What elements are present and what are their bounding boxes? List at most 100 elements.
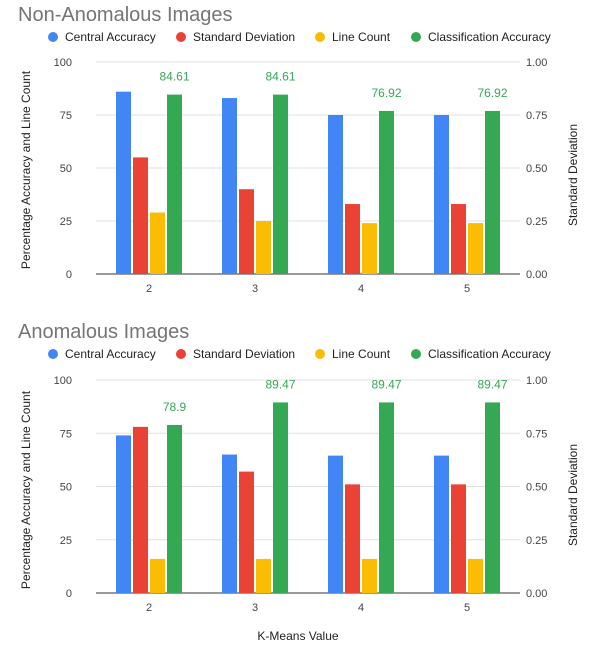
bar-line-count-k3[interactable] (256, 221, 271, 274)
bar-line-count-k5[interactable] (468, 558, 483, 593)
y-tick-label: 50 (60, 163, 72, 175)
legend-label: Classification Accuracy (428, 347, 551, 361)
legend-item-central-accuracy[interactable]: Central Accuracy (48, 347, 156, 361)
bar-central-accuracy-k5[interactable] (434, 115, 449, 274)
bar-standard-deviation-k3[interactable] (239, 189, 254, 274)
y-tick-label: 0 (66, 588, 72, 600)
legend-swatch (176, 349, 186, 359)
x-axis-ticks: 2 3 4 5 (146, 602, 470, 614)
bar-line-count-k3[interactable] (256, 558, 271, 593)
bar-line-count-k4[interactable] (362, 558, 377, 593)
data-label-classification-accuracy-k3: 89.47 (265, 377, 295, 391)
bar-classification-accuracy-k4[interactable] (379, 110, 394, 275)
bar-central-accuracy-k4[interactable] (328, 455, 343, 593)
bar-central-accuracy-k5[interactable] (434, 455, 449, 593)
bar-central-accuracy-k4[interactable] (328, 115, 343, 274)
legend: Central Accuracy Standard Deviation Line… (48, 347, 551, 361)
x-tick-label: 2 (146, 602, 152, 614)
data-label-classification-accuracy-k4: 89.47 (371, 377, 401, 391)
legend-item-standard-deviation[interactable]: Standard Deviation (176, 347, 295, 361)
x-tick-label: 2 (146, 283, 152, 295)
legend-swatch (411, 32, 421, 42)
bar-central-accuracy-k3[interactable] (222, 98, 237, 274)
y2-tick-label: 0.50 (526, 482, 547, 494)
y2-tick-label: 0.75 (526, 110, 547, 122)
y2-axis-title: Standard Deviation (566, 124, 580, 226)
x-tick-label: 4 (358, 283, 364, 295)
chart-non-anomalous: Non-Anomalous Images Central Accuracy St… (18, 4, 580, 295)
legend-item-central-accuracy[interactable]: Central Accuracy (48, 30, 156, 44)
bar-classification-accuracy-k3[interactable] (273, 402, 288, 593)
legend-item-line-count[interactable]: Line Count (315, 30, 391, 44)
bar-standard-deviation-k2[interactable] (133, 157, 148, 274)
y-axis-title: Percentage Accuracy and Line Count (19, 390, 33, 589)
legend-label: Line Count (332, 30, 391, 44)
bar-classification-accuracy-k3[interactable] (273, 94, 288, 274)
y-tick-label: 25 (60, 535, 72, 547)
x-tick-label: 3 (252, 283, 258, 295)
legend-item-classification-accuracy[interactable]: Classification Accuracy (411, 30, 551, 44)
y-axis-title: Percentage Accuracy and Line Count (19, 70, 33, 269)
legend-swatch (315, 32, 325, 42)
bar-standard-deviation-k5[interactable] (451, 484, 466, 593)
x-tick-label: 5 (464, 283, 470, 295)
bar-standard-deviation-k2[interactable] (133, 426, 148, 593)
y-tick-label: 0 (66, 269, 72, 281)
data-label-classification-accuracy-k5: 89.47 (477, 377, 507, 391)
bar-line-count-k2[interactable] (150, 558, 165, 593)
x-axis-title: K-Means Value (257, 629, 338, 643)
bar-standard-deviation-k3[interactable] (239, 471, 254, 593)
bars (116, 91, 500, 275)
y2-tick-label: 0.25 (526, 535, 547, 547)
bar-line-count-k5[interactable] (468, 223, 483, 274)
data-label-classification-accuracy-k2: 78.9 (163, 400, 187, 414)
bar-central-accuracy-k2[interactable] (116, 435, 131, 593)
y-tick-label: 25 (60, 216, 72, 228)
bar-classification-accuracy-k2[interactable] (167, 424, 182, 593)
y-tick-label: 75 (60, 110, 72, 122)
chart-title: Non-Anomalous Images (18, 4, 233, 26)
legend-item-standard-deviation[interactable]: Standard Deviation (176, 30, 295, 44)
y-axis-ticks: 0 25 50 75 100 (54, 57, 72, 281)
bar-central-accuracy-k3[interactable] (222, 454, 237, 593)
x-tick-label: 4 (358, 602, 364, 614)
y-axis-ticks: 0 25 50 75 100 (54, 375, 72, 600)
chart-anomalous: Anomalous Images Central Accuracy Standa… (18, 321, 580, 643)
y-tick-label: 75 (60, 428, 72, 440)
y2-tick-label: 0.00 (526, 588, 547, 600)
bar-classification-accuracy-k2[interactable] (167, 94, 182, 274)
bar-classification-accuracy-k5[interactable] (485, 110, 500, 275)
legend-label: Central Accuracy (65, 30, 156, 44)
data-labels: 78.9 89.47 89.47 89.47 (163, 377, 508, 414)
x-axis-ticks: 2 3 4 5 (146, 283, 470, 295)
y2-axis-ticks: 0.00 0.25 0.50 0.75 1.00 (526, 57, 547, 281)
gridlines (96, 61, 520, 275)
bars (116, 402, 500, 593)
bar-standard-deviation-k4[interactable] (345, 484, 360, 593)
data-label-classification-accuracy-k4: 76.92 (371, 86, 401, 100)
bar-standard-deviation-k5[interactable] (451, 204, 466, 274)
bar-classification-accuracy-k4[interactable] (379, 402, 394, 593)
legend-item-line-count[interactable]: Line Count (315, 347, 391, 361)
legend: Central Accuracy Standard Deviation Line… (48, 30, 551, 44)
bar-central-accuracy-k2[interactable] (116, 91, 131, 275)
legend-swatch (176, 32, 186, 42)
y2-tick-label: 1.00 (526, 57, 547, 69)
data-label-classification-accuracy-k2: 84.61 (159, 70, 189, 84)
y2-tick-label: 0.00 (526, 269, 547, 281)
bar-line-count-k2[interactable] (150, 212, 165, 274)
legend-swatch (411, 349, 421, 359)
bar-classification-accuracy-k5[interactable] (485, 402, 500, 593)
bar-standard-deviation-k4[interactable] (345, 204, 360, 274)
y2-axis-ticks: 0.00 0.25 0.50 0.75 1.00 (526, 375, 547, 600)
legend-label: Line Count (332, 347, 391, 361)
legend-label: Standard Deviation (193, 30, 295, 44)
bar-line-count-k4[interactable] (362, 223, 377, 274)
legend-swatch (315, 349, 325, 359)
y-tick-label: 100 (54, 375, 72, 387)
legend-swatch (48, 349, 58, 359)
y-tick-label: 50 (60, 482, 72, 494)
legend-item-classification-accuracy[interactable]: Classification Accuracy (411, 347, 551, 361)
